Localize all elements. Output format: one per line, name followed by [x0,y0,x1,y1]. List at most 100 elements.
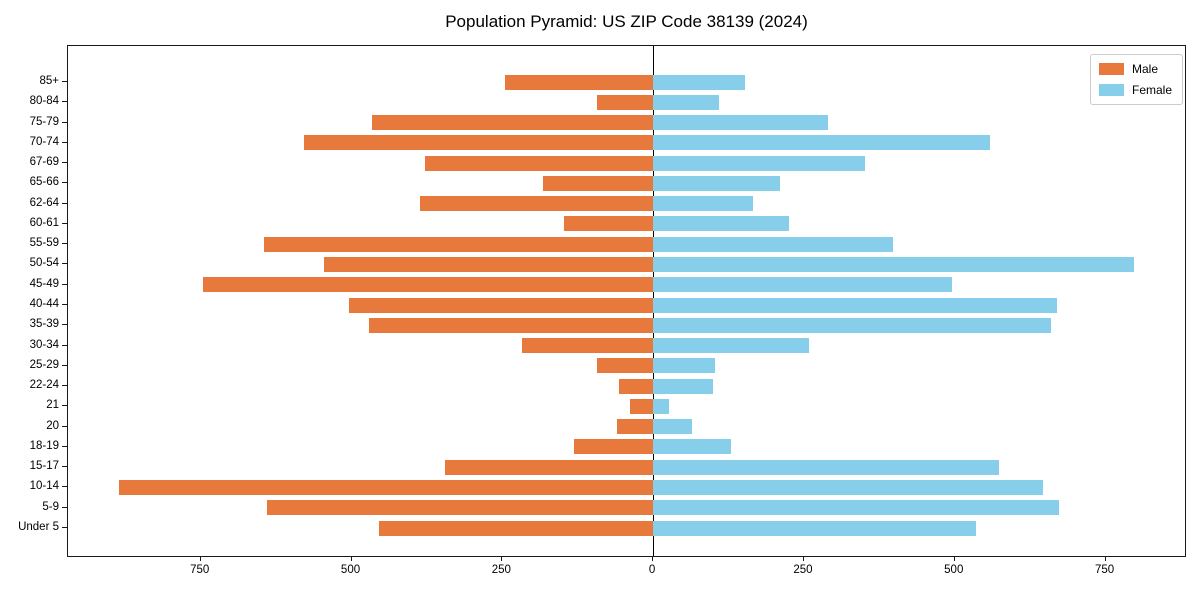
y-tick-mark-50-54 [62,263,67,265]
y-tick-label-35-39: 35-39 [29,318,59,331]
bar-female-60-61 [653,216,790,232]
y-tick-label-45-49: 45-49 [29,277,59,290]
x-tick-label-250: 250 [793,564,813,576]
y-tick-mark-80-84 [62,101,67,103]
bar-female-30-34 [653,338,809,354]
bar-male-22-24 [619,378,654,394]
x-tick-mark-750 [199,557,201,561]
legend-item-male: Male [1098,62,1172,76]
bar-male-45-49 [202,277,654,293]
y-tick-mark-10-14 [62,486,67,488]
bar-male-21 [630,398,654,414]
x-tick-mark-500 [350,557,352,561]
bar-male-62-64 [419,196,654,212]
x-tick-label-750: 750 [190,564,210,576]
y-tick-label-67-69: 67-69 [29,156,59,169]
y-tick-label-30-34: 30-34 [29,338,59,351]
bar-female-10-14 [653,479,1043,495]
x-tick-mark-500 [953,557,955,561]
female-color-swatch [1098,84,1124,96]
y-tick-mark-30-34 [62,344,67,346]
bar-male-65-66 [543,175,654,191]
x-tick-label-750: 750 [1094,564,1115,576]
y-tick-label-40-44: 40-44 [29,298,59,310]
y-tick-label-15-17: 15-17 [29,460,59,473]
y-tick-label-80-84: 80-84 [29,95,59,108]
y-tick-mark-45-49 [62,283,67,285]
y-tick-label-65-66: 65-66 [29,176,59,189]
y-tick-label-22-24: 22-24 [29,379,59,392]
bar-male-5-9 [267,500,654,516]
bar-male-10-14 [118,479,654,495]
y-tick-label-62-64: 62-64 [29,196,59,209]
y-tick-mark-18-19 [62,445,67,447]
bar-female-40-44 [653,297,1057,313]
y-tick-mark-62-64 [62,202,67,204]
y-tick-label-50-54: 50-54 [29,257,59,270]
y-tick-mark-25-29 [62,364,67,366]
legend-female-label: Female [1131,83,1172,97]
y-tick-mark-55-59 [62,243,67,245]
x-tick-label-500: 500 [340,564,361,576]
x-tick-mark-750 [1104,557,1106,561]
bar-female-20 [653,419,692,435]
bar-female-85+ [653,74,745,90]
plot-area: Male Female [67,45,1186,557]
bar-male-30-34 [521,338,654,354]
legend: Male Female [1089,54,1183,105]
bar-female-70-74 [653,135,990,151]
x-tick-mark-250 [802,557,804,561]
y-tick-mark-20 [62,425,67,427]
y-tick-label-20: 20 [46,419,59,432]
legend-item-female: Female [1098,83,1172,97]
bar-male-40-44 [348,297,654,313]
male-color-swatch [1098,63,1124,75]
bar-female-35-39 [653,317,1052,333]
y-tick-label-21: 21 [46,399,59,412]
x-tick-mark-250 [501,557,503,561]
bar-male-60-61 [564,216,654,232]
bar-male-under-5 [378,520,654,536]
bar-female-65-66 [653,175,780,191]
y-tick-mark-35-39 [62,324,67,326]
legend-male-label: Male [1131,62,1158,76]
y-tick-label-75-79: 75-79 [29,115,59,128]
bar-male-75-79 [372,115,654,131]
bar-male-80-84 [597,94,654,110]
bar-male-85+ [504,74,654,90]
bar-female-50-54 [653,256,1134,272]
y-tick-mark-40-44 [62,304,67,305]
y-tick-mark-85+ [62,81,67,82]
bar-male-35-39 [369,317,654,333]
y-tick-mark-under-5 [62,527,67,528]
y-tick-mark-75-79 [62,121,67,123]
x-tick-mark-0 [652,557,654,561]
bar-female-75-79 [653,115,829,131]
y-tick-label-18-19: 18-19 [29,439,59,452]
bar-female-55-59 [653,236,894,252]
y-tick-mark-70-74 [62,141,67,143]
y-tick-mark-5-9 [62,506,67,508]
bar-male-50-54 [324,256,654,272]
y-tick-label-25-29: 25-29 [29,358,59,371]
x-tick-label-0: 0 [648,564,656,576]
y-tick-label-85+: 85+ [39,75,59,87]
bar-male-18-19 [574,439,654,455]
bar-male-20 [616,419,654,435]
y-tick-mark-22-24 [62,385,67,387]
y-tick-label-55-59: 55-59 [29,237,59,250]
y-tick-mark-60-61 [62,222,67,224]
y-tick-label-10-14: 10-14 [29,480,59,493]
bar-female-67-69 [653,155,866,171]
y-tick-mark-67-69 [62,162,67,164]
bar-female-45-49 [653,277,952,293]
bar-female-21 [653,398,669,414]
bar-female-62-64 [653,196,753,212]
chart-title: Population Pyramid: US ZIP Code 38139 (2… [445,12,808,31]
bar-female-18-19 [653,439,731,455]
y-tick-label-70-74: 70-74 [29,135,59,148]
y-tick-mark-21 [62,405,67,407]
y-tick-mark-15-17 [62,466,67,468]
x-tick-label-250: 250 [491,564,511,576]
bar-male-25-29 [597,358,654,374]
